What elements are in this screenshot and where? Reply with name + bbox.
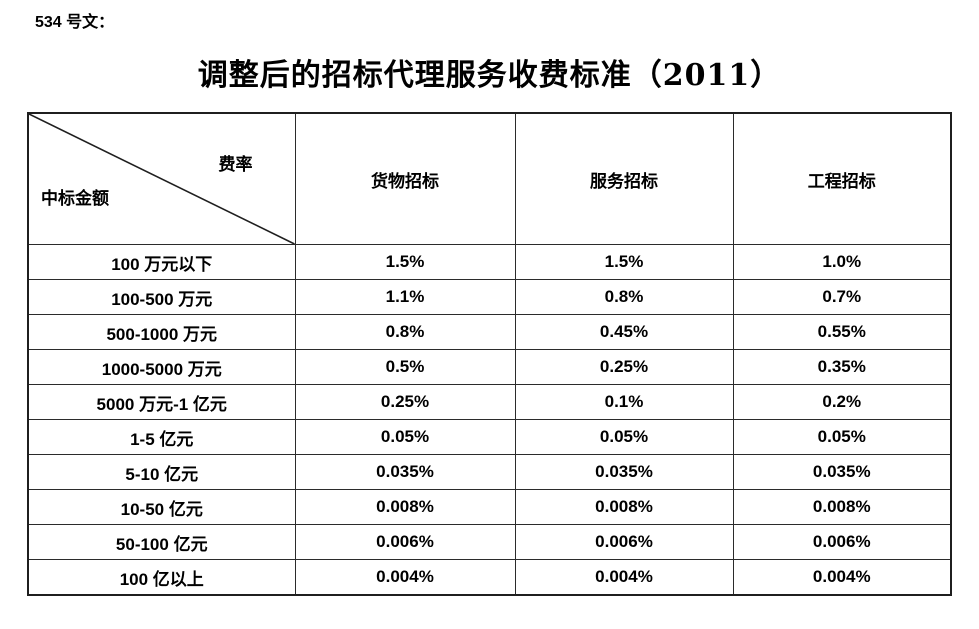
table-row: 500-1000 万元 0.8% 0.45% 0.55% bbox=[27, 314, 952, 350]
rate-cell: 0.25% bbox=[514, 349, 734, 385]
rate-cell: 1.1% bbox=[294, 279, 516, 315]
table-row: 10-50 亿元 0.008% 0.008% 0.008% bbox=[27, 489, 952, 525]
rate-cell: 0.5% bbox=[294, 349, 516, 385]
rate-cell: 0.05% bbox=[294, 419, 516, 455]
rate-cell: 0.8% bbox=[514, 279, 734, 315]
amount-cell: 500-1000 万元 bbox=[27, 314, 296, 350]
rate-cell: 1.5% bbox=[294, 244, 516, 280]
corner-header-cell: 费率 中标金额 bbox=[27, 112, 296, 245]
rate-cell: 0.2% bbox=[732, 384, 952, 420]
rate-cell: 0.004% bbox=[514, 559, 734, 596]
rate-cell: 0.006% bbox=[294, 524, 516, 560]
table-row: 100 万元以下 1.5% 1.5% 1.0% bbox=[27, 244, 952, 280]
rate-cell: 0.05% bbox=[732, 419, 952, 455]
rate-cell: 0.004% bbox=[732, 559, 952, 596]
diagonal-divider-line bbox=[29, 114, 295, 244]
amount-cell: 100 亿以上 bbox=[27, 559, 296, 596]
rate-cell: 0.8% bbox=[294, 314, 516, 350]
rate-cell: 0.035% bbox=[732, 454, 952, 490]
column-header-goods: 货物招标 bbox=[294, 112, 516, 245]
rate-cell: 0.008% bbox=[514, 489, 734, 525]
rate-cell: 0.45% bbox=[514, 314, 734, 350]
column-header-engineering: 工程招标 bbox=[732, 112, 952, 245]
corner-label-amount: 中标金额 bbox=[41, 189, 109, 208]
rate-cell: 0.008% bbox=[732, 489, 952, 525]
amount-cell: 100 万元以下 bbox=[27, 244, 296, 280]
corner-label-rate: 费率 bbox=[218, 155, 253, 174]
rate-cell: 0.035% bbox=[294, 454, 516, 490]
amount-cell: 1000-5000 万元 bbox=[27, 349, 296, 385]
amount-cell: 10-50 亿元 bbox=[27, 489, 296, 525]
amount-cell: 5-10 亿元 bbox=[27, 454, 296, 490]
table-row: 50-100 亿元 0.006% 0.006% 0.006% bbox=[27, 524, 952, 560]
rate-cell: 1.0% bbox=[732, 244, 952, 280]
rate-cell: 0.05% bbox=[514, 419, 734, 455]
amount-cell: 1-5 亿元 bbox=[27, 419, 296, 455]
rate-cell: 0.006% bbox=[732, 524, 952, 560]
table-row: 5-10 亿元 0.035% 0.035% 0.035% bbox=[27, 454, 952, 490]
rate-cell: 0.55% bbox=[732, 314, 952, 350]
rate-cell: 1.5% bbox=[514, 244, 734, 280]
amount-cell: 5000 万元-1 亿元 bbox=[27, 384, 296, 420]
table-row: 1-5 亿元 0.05% 0.05% 0.05% bbox=[27, 419, 952, 455]
column-header-services: 服务招标 bbox=[514, 112, 734, 245]
amount-cell: 50-100 亿元 bbox=[27, 524, 296, 560]
rate-cell: 0.35% bbox=[732, 349, 952, 385]
page-title: 调整后的招标代理服务收费标准（2011） bbox=[197, 58, 782, 93]
rate-cell: 0.006% bbox=[514, 524, 734, 560]
amount-cell: 100-500 万元 bbox=[27, 279, 296, 315]
fee-rate-table: 费率 中标金额 货物招标 服务招标 工程招标 100 万元以下 1.5% 1.5… bbox=[27, 112, 952, 596]
rate-cell: 0.1% bbox=[514, 384, 734, 420]
table-row: 1000-5000 万元 0.5% 0.25% 0.35% bbox=[27, 349, 952, 385]
rate-cell: 0.25% bbox=[294, 384, 516, 420]
doc-number-label: 534 号文： bbox=[35, 14, 115, 31]
table-row: 5000 万元-1 亿元 0.25% 0.1% 0.2% bbox=[27, 384, 952, 420]
header-row: 费率 中标金额 货物招标 服务招标 工程招标 bbox=[27, 112, 952, 245]
table-row: 100-500 万元 1.1% 0.8% 0.7% bbox=[27, 279, 952, 315]
rate-cell: 0.035% bbox=[514, 454, 734, 490]
rate-cell: 0.008% bbox=[294, 489, 516, 525]
rate-cell: 0.004% bbox=[294, 559, 516, 596]
rate-cell: 0.7% bbox=[732, 279, 952, 315]
table-row: 100 亿以上 0.004% 0.004% 0.004% bbox=[27, 559, 952, 596]
